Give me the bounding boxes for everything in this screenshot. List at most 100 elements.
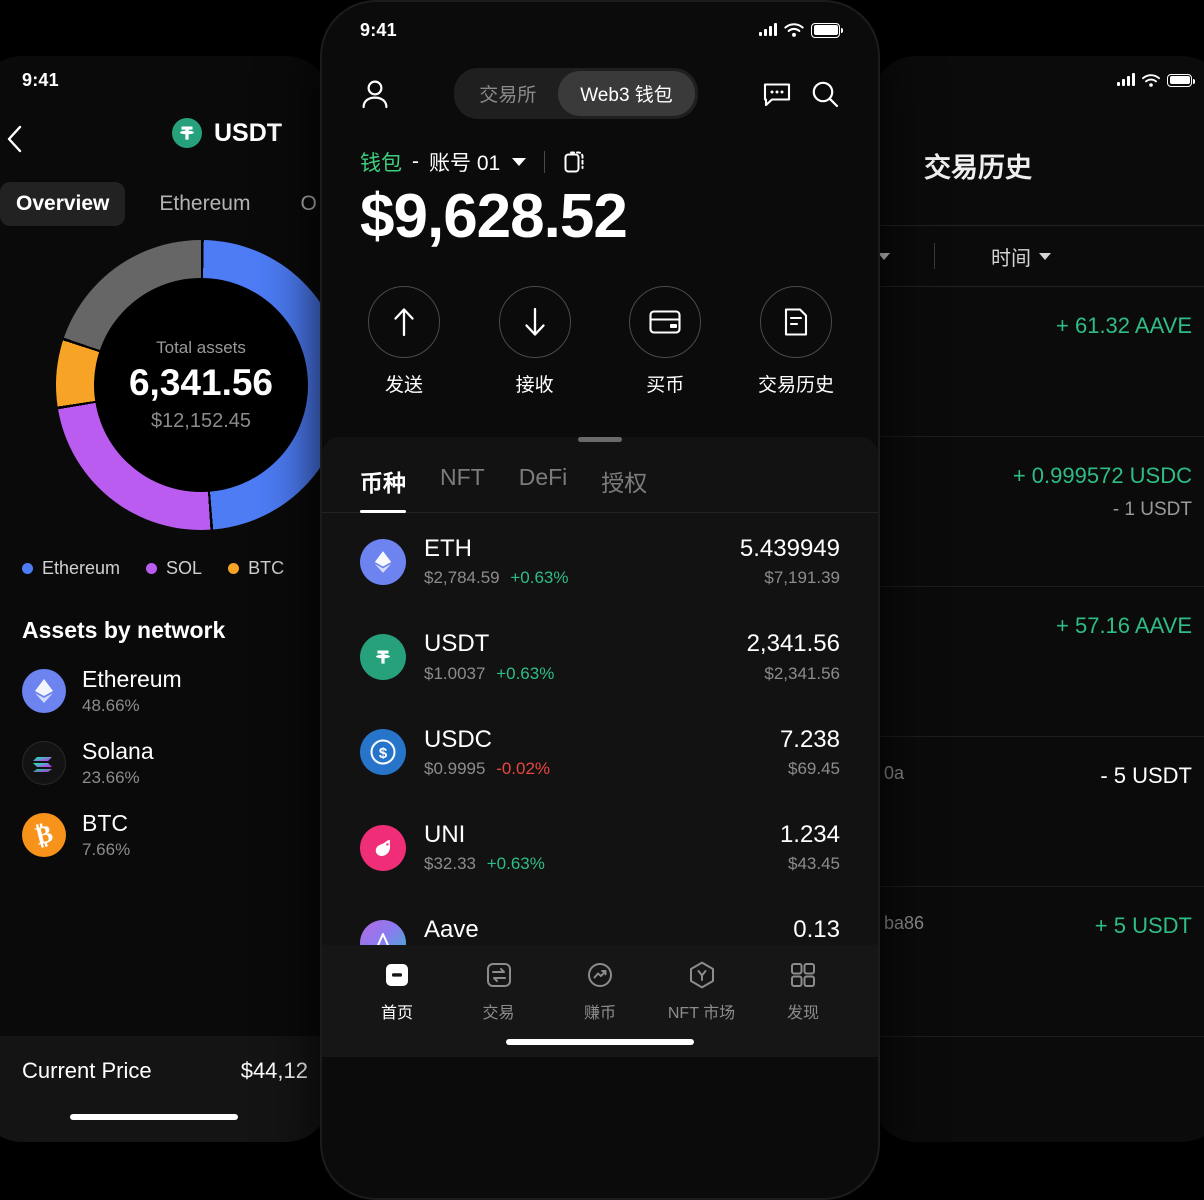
- segment-web3-wallet[interactable]: Web3 钱包: [558, 71, 695, 116]
- donut-center: Total assets 6,341.56 $12,152.45: [94, 278, 308, 492]
- wallet-divider: [544, 151, 546, 173]
- network-row-ethereum[interactable]: Ethereum 48.66%: [0, 644, 330, 716]
- solana-icon: [22, 741, 66, 785]
- chevron-down-icon[interactable]: [512, 158, 527, 166]
- assets-by-network-title: Assets by network: [22, 617, 226, 643]
- token-amount: 7.238: [779, 725, 840, 753]
- action-receive[interactable]: 接收: [493, 286, 577, 397]
- search-icon[interactable]: [810, 79, 840, 109]
- nav-label-trade: 交易: [482, 1005, 515, 1022]
- history-row[interactable]: - 5 USDT 0a: [872, 737, 1204, 887]
- token-change: +0.63%: [510, 568, 569, 588]
- legend-dot-btc: [228, 563, 240, 574]
- action-send[interactable]: 发送: [362, 286, 446, 397]
- left-tab-overview[interactable]: Overview: [0, 182, 126, 226]
- center-home-indicator: [506, 1039, 694, 1045]
- wallet-selector[interactable]: 钱包 - 账号 01: [322, 125, 878, 177]
- history-row[interactable]: + 0.999572 USDC - 1 USDT: [872, 437, 1204, 587]
- nav-item-home[interactable]: 首页: [354, 959, 440, 1023]
- nav-label-home: 首页: [380, 1005, 413, 1022]
- tab-defi[interactable]: DeFi: [518, 464, 568, 490]
- center-phone-web3-wallet: 9:41 交易所 Web3 钱包: [322, 2, 878, 1198]
- network-row-btc[interactable]: ₿ BTC 7.66%: [0, 788, 330, 860]
- time-filter-label: 时间: [991, 247, 1031, 270]
- token-symbol: USDT: [424, 630, 490, 658]
- network-row-solana[interactable]: Solana 23.66%: [0, 716, 330, 788]
- donut-center-amount: 6,341.56: [128, 361, 274, 403]
- chat-bubble-icon[interactable]: [762, 80, 792, 108]
- wallet-account: 账号 01: [429, 152, 501, 175]
- nav-item-nft-market[interactable]: NFT 市场: [659, 959, 745, 1023]
- action-history[interactable]: 交易历史: [754, 286, 838, 397]
- eth-icon: [360, 538, 406, 585]
- segment-exchange[interactable]: 交易所: [479, 85, 537, 106]
- cellular-signal-icon: [759, 23, 777, 36]
- time-filter[interactable]: 时间: [991, 242, 1051, 271]
- nav-item-earn[interactable]: 赚币: [557, 959, 643, 1023]
- battery-icon: [1167, 73, 1195, 87]
- tab-approvals[interactable]: 授权: [601, 470, 648, 496]
- token-value: $69.45: [788, 758, 840, 778]
- wallet-balance: $9,628.52: [360, 182, 628, 251]
- current-price-label: Current Price: [22, 1058, 152, 1083]
- token-symbol: UNI: [424, 820, 466, 848]
- tab-coins[interactable]: 币种: [360, 464, 406, 513]
- history-row[interactable]: + 61.32 AAVE: [872, 287, 1204, 437]
- left-tab-other[interactable]: O: [300, 192, 317, 215]
- token-amount: 2,341.56: [746, 630, 840, 658]
- center-status-bar: 9:41: [322, 2, 878, 58]
- history-rows: + 61.32 AAVE + 0.999572 USDC - 1 USDT + …: [872, 287, 1204, 1037]
- token-symbol: Aave: [424, 916, 479, 944]
- token-price-line: $0.9995 -0.02%: [424, 759, 780, 779]
- arrow-up-icon: [368, 286, 440, 358]
- mode-segmented-control: 交易所 Web3 钱包: [454, 68, 698, 119]
- left-tab-bar: Overview Ethereum O: [0, 160, 330, 226]
- action-label-buy: 买币: [646, 375, 685, 396]
- left-phone-usdt-overview: 9:41 USDT Overview Ethereum O Total asse…: [0, 56, 330, 1142]
- chevron-left-icon[interactable]: [4, 123, 24, 155]
- token-row-eth[interactable]: ETH $2,784.59 +0.63% 5.439949 $7,191.39: [360, 513, 840, 608]
- nav-label-discover: 发现: [786, 1005, 819, 1022]
- network-pct-btc: 7.66%: [82, 840, 131, 859]
- action-label-history: 交易历史: [757, 375, 834, 396]
- history-row[interactable]: + 57.16 AAVE: [872, 587, 1204, 737]
- token-row-usdt[interactable]: USDT $1.0037 +0.63% 2,341.56 $2,341.56: [360, 608, 840, 703]
- token-symbol: ETH: [424, 535, 472, 562]
- donut-center-label: Total assets: [156, 337, 246, 357]
- nav-item-discover[interactable]: 发现: [760, 959, 846, 1023]
- sheet-grabber[interactable]: [578, 437, 622, 442]
- document-icon: [759, 286, 832, 358]
- token-row-usdc[interactable]: $ USDC $0.9995 -0.02% 7.238 $69.45: [360, 704, 840, 799]
- type-filter-caret-icon[interactable]: [878, 252, 890, 260]
- donut-center-fiat: $12,152.45: [150, 409, 252, 432]
- history-amount: + 61.32 AAVE: [1056, 313, 1192, 338]
- status-time: 9:41: [22, 69, 59, 90]
- network-pct-solana: 23.66%: [82, 768, 140, 787]
- token-value: $2,341.56: [764, 663, 840, 683]
- action-buy[interactable]: 买币: [623, 286, 707, 397]
- donut-legend: Ethereum SOL BTC: [0, 542, 330, 579]
- assets-sheet: 币种 NFT DeFi 授权 ETH $2,784.59 +0.63%: [322, 437, 878, 1057]
- current-price-bar: Current Price $44,12: [0, 1036, 330, 1142]
- header-icons: [762, 79, 840, 109]
- left-tab-ethereum[interactable]: Ethereum: [159, 192, 251, 215]
- legend-item-btc: BTC: [228, 558, 284, 579]
- tab-nft[interactable]: NFT: [440, 464, 485, 490]
- copy-icon[interactable]: [563, 149, 587, 175]
- wallet-actions: 发送 接收 买币 交易历史: [322, 252, 878, 427]
- history-row[interactable]: + 5 USDT ba86: [872, 887, 1204, 1037]
- nav-item-trade[interactable]: 交易: [456, 959, 542, 1023]
- left-home-indicator: [70, 1114, 238, 1120]
- token-row-uni[interactable]: UNI $32.33 +0.63% 1.234 $43.45: [360, 799, 840, 894]
- exchange-icon: [483, 959, 515, 991]
- history-amount: + 5 USDT: [1094, 913, 1192, 938]
- token-symbol: USDC: [424, 725, 493, 753]
- battery-icon: [811, 22, 843, 38]
- token-value: $7,191.39: [764, 568, 840, 588]
- left-status-bar: 9:41: [0, 56, 330, 104]
- person-icon[interactable]: [360, 78, 390, 110]
- token-price-line: $32.33 +0.63%: [424, 854, 780, 874]
- token-amount: 1.234: [779, 820, 840, 848]
- wallet-header: 交易所 Web3 钱包: [322, 58, 878, 125]
